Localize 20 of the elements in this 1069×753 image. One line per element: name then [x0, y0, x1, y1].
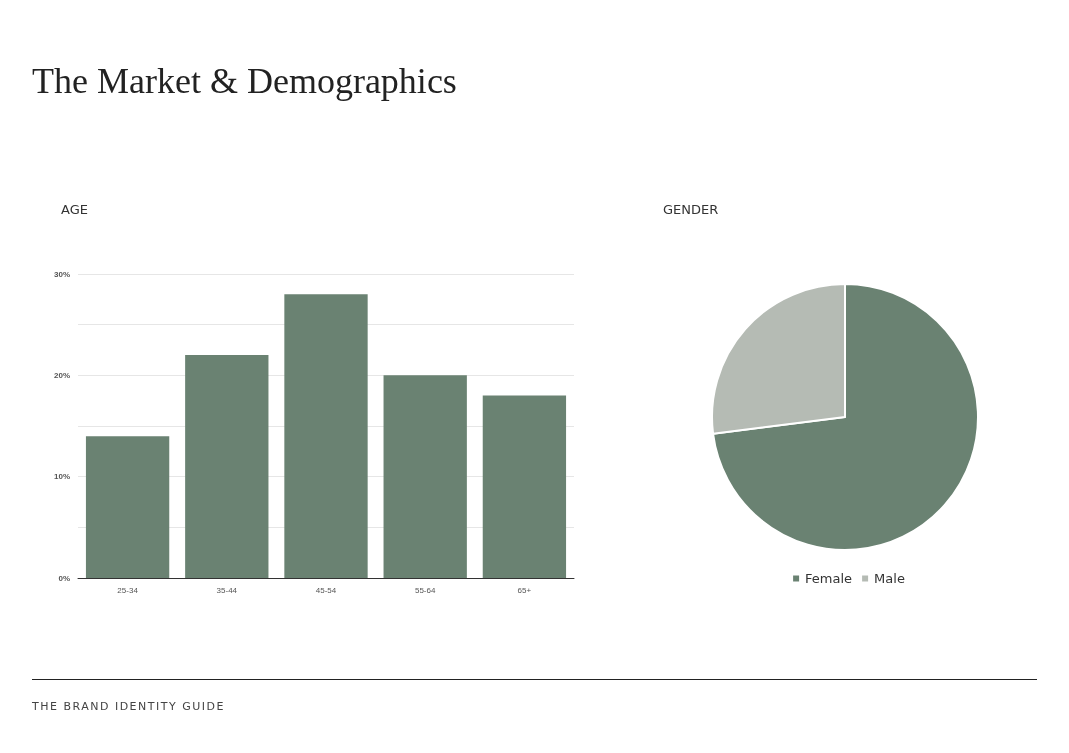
x-tick-label: 35-44 [216, 585, 238, 595]
legend-label: Female [805, 571, 853, 586]
x-tick-label: 65+ [517, 585, 532, 595]
chart-subtitle: AGE [61, 202, 88, 217]
chart-title: GENDER [663, 202, 719, 217]
x-tick-label: 25-34 [117, 585, 139, 595]
y-tick-label: 30% [53, 269, 70, 279]
bar [185, 355, 269, 578]
bar [482, 395, 567, 578]
chart-title: The Market & Demographics [32, 60, 457, 102]
y-tick-label: 10% [53, 472, 70, 482]
text: THE BRAND IDENTITY GUIDE [32, 700, 225, 713]
x-tick-label: 45-54 [315, 585, 337, 595]
bar [85, 436, 170, 578]
bar [284, 294, 368, 578]
y-tick-label: 20% [53, 370, 70, 380]
legend-label: Male [874, 571, 905, 586]
y-tick-label: 0% [58, 573, 70, 583]
x-tick-label: 55-64 [414, 585, 436, 595]
bar [383, 375, 467, 578]
